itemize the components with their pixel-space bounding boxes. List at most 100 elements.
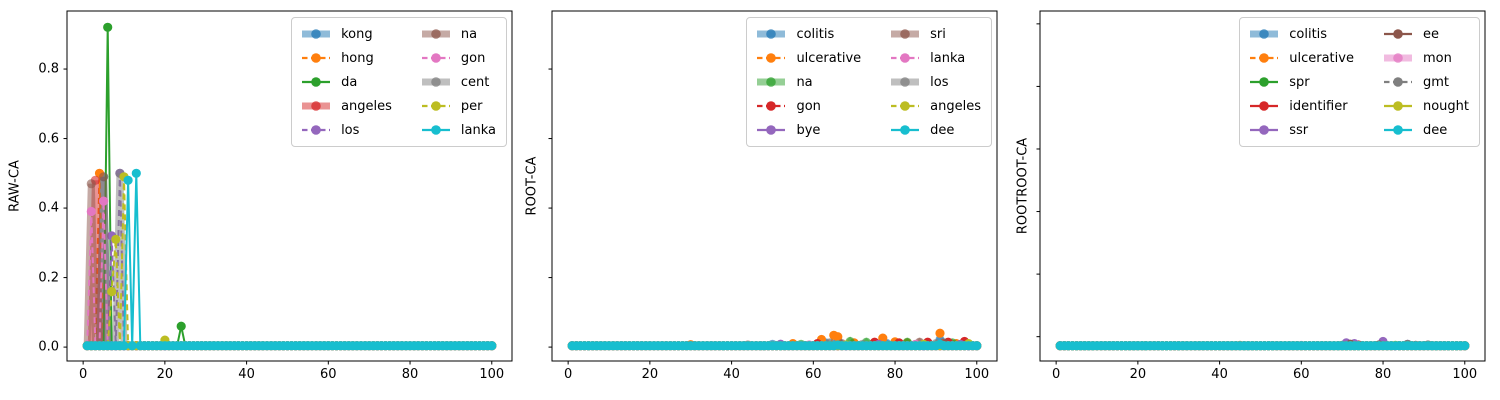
legend: kong hong da angeles los na gon cent per lanka [291, 17, 507, 147]
y-tick-label: 0.2 [38, 270, 59, 286]
series-markers-kong [82, 172, 497, 351]
x-tick-label: 80 [886, 367, 904, 382]
legend-item-los: los [300, 123, 392, 137]
legend-swatch-mon [1383, 53, 1412, 63]
legend-label: gon [796, 98, 821, 114]
legend-swatch-gon [757, 101, 786, 111]
legend-marker-circle-icon [311, 53, 321, 63]
legend-item-gon: gon [755, 99, 861, 113]
axes-spines [551, 10, 998, 362]
x-tick-label: 20 [641, 367, 659, 382]
legend-label: gmt [1422, 74, 1449, 90]
series-line-los [87, 173, 492, 347]
legend-item-cent: cent [420, 75, 496, 89]
legend-marker-circle-icon [900, 53, 910, 63]
legend-label: hong [341, 50, 374, 66]
legend-item-na: na [755, 75, 861, 89]
legend: colitis ulcerative na gon bye sri lanka los ange… [746, 17, 992, 147]
series-line-gon [86, 201, 492, 347]
legend-label: ulcerative [1289, 50, 1354, 66]
legend-swatch-ulcerative [757, 53, 786, 63]
legend-swatch-angeles [891, 101, 920, 111]
legend-swatch-gmt [1383, 77, 1412, 87]
legend-item-gon: gon [420, 51, 496, 65]
legend-label: cent [460, 74, 490, 90]
legend-item-colitis: colitis [1248, 27, 1354, 41]
legend-marker-circle-icon [431, 77, 441, 87]
legend-label: kong [341, 26, 373, 42]
series-markers-los [82, 168, 497, 351]
legend-swatch-bye [757, 125, 786, 135]
legend-item-da: da [300, 75, 392, 89]
legend-label: los [930, 74, 949, 90]
panel-rootroot-ca [1036, 10, 1486, 365]
legend-label: bye [796, 122, 821, 138]
x-tick-label: 60 [320, 367, 337, 382]
legend-swatch-gon [421, 53, 450, 63]
legend-item-angeles: angeles [889, 99, 981, 113]
legend-marker-circle-icon [900, 77, 910, 87]
legend-item-lanka: lanka [889, 51, 981, 65]
x-tick-label: 20 [156, 367, 174, 382]
legend-swatch-dee [891, 125, 920, 135]
legend-marker-circle-icon [766, 101, 777, 111]
legend-swatch-dee [1383, 125, 1412, 135]
legend-swatch-da [302, 77, 331, 87]
series-line-cent [87, 173, 492, 350]
legend-marker-circle-icon [1259, 77, 1270, 87]
legend-label: angeles [930, 98, 981, 114]
legend-swatch-lanka [421, 125, 450, 135]
legend-label: per [460, 98, 483, 114]
x-tick-label: 0 [564, 367, 573, 382]
legend-swatch-colitis [757, 29, 786, 39]
legend-label: mon [1422, 50, 1452, 66]
panel-root-ca [548, 10, 998, 365]
legend-swatch-ssr [1250, 125, 1279, 135]
legend-swatch-kong [302, 29, 331, 39]
legend-marker-circle-icon [900, 29, 910, 39]
series-line-kong [87, 176, 492, 350]
y-tick-label: 0.8 [38, 61, 59, 77]
legend-label: na [796, 74, 813, 90]
legend-label: na [460, 26, 478, 42]
legend-marker-circle-icon [1259, 101, 1270, 111]
legend-item-ulcerative: ulcerative [755, 51, 861, 65]
legend-marker-circle-icon [900, 101, 910, 111]
series-line-per [87, 176, 492, 347]
legend-item-kong: kong [300, 27, 392, 41]
axes-spines [1039, 10, 1486, 362]
legend-marker-circle-icon [1393, 29, 1403, 39]
legend-label: ssr [1289, 122, 1309, 138]
legend-label: ulcerative [796, 50, 862, 66]
legend-item-nought: nought [1382, 99, 1469, 113]
legend: colitis ulcerative spr identifier ssr ee mon gm… [1239, 17, 1480, 147]
x-tick-label: 80 [401, 367, 419, 382]
legend-item-na: na [420, 27, 496, 41]
legend-item-spr: spr [1248, 75, 1354, 89]
legend-swatch-hong [302, 53, 331, 63]
legend-item-sri: sri [889, 27, 981, 41]
legend-swatch-na [757, 77, 786, 87]
legend-marker-circle-icon [1393, 53, 1403, 63]
x-tick-label: 40 [238, 367, 255, 382]
legend-marker-circle-icon [1393, 101, 1403, 111]
legend-item-gmt: gmt [1382, 75, 1469, 89]
legend-item-hong: hong [300, 51, 392, 65]
legend-swatch-identifier [1250, 101, 1279, 111]
legend-marker-circle-icon [431, 29, 441, 39]
legend-swatch-nought [1383, 101, 1412, 111]
y-axis-label-raw-ca: RAW-CA [7, 160, 23, 212]
series-line-hong [87, 173, 492, 347]
y-tick-label: 0.0 [38, 339, 59, 355]
legend-marker-circle-icon [1259, 125, 1270, 135]
legend-marker-circle-icon [766, 29, 777, 39]
legend-label: angeles [341, 98, 392, 114]
series-markers-lanka [82, 168, 497, 351]
legend-marker-circle-icon [311, 77, 321, 87]
axes-spines [66, 10, 513, 362]
series-markers-dee [1055, 341, 1470, 351]
y-tick-label: 0.4 [38, 200, 59, 216]
series-markers-per [82, 172, 497, 351]
